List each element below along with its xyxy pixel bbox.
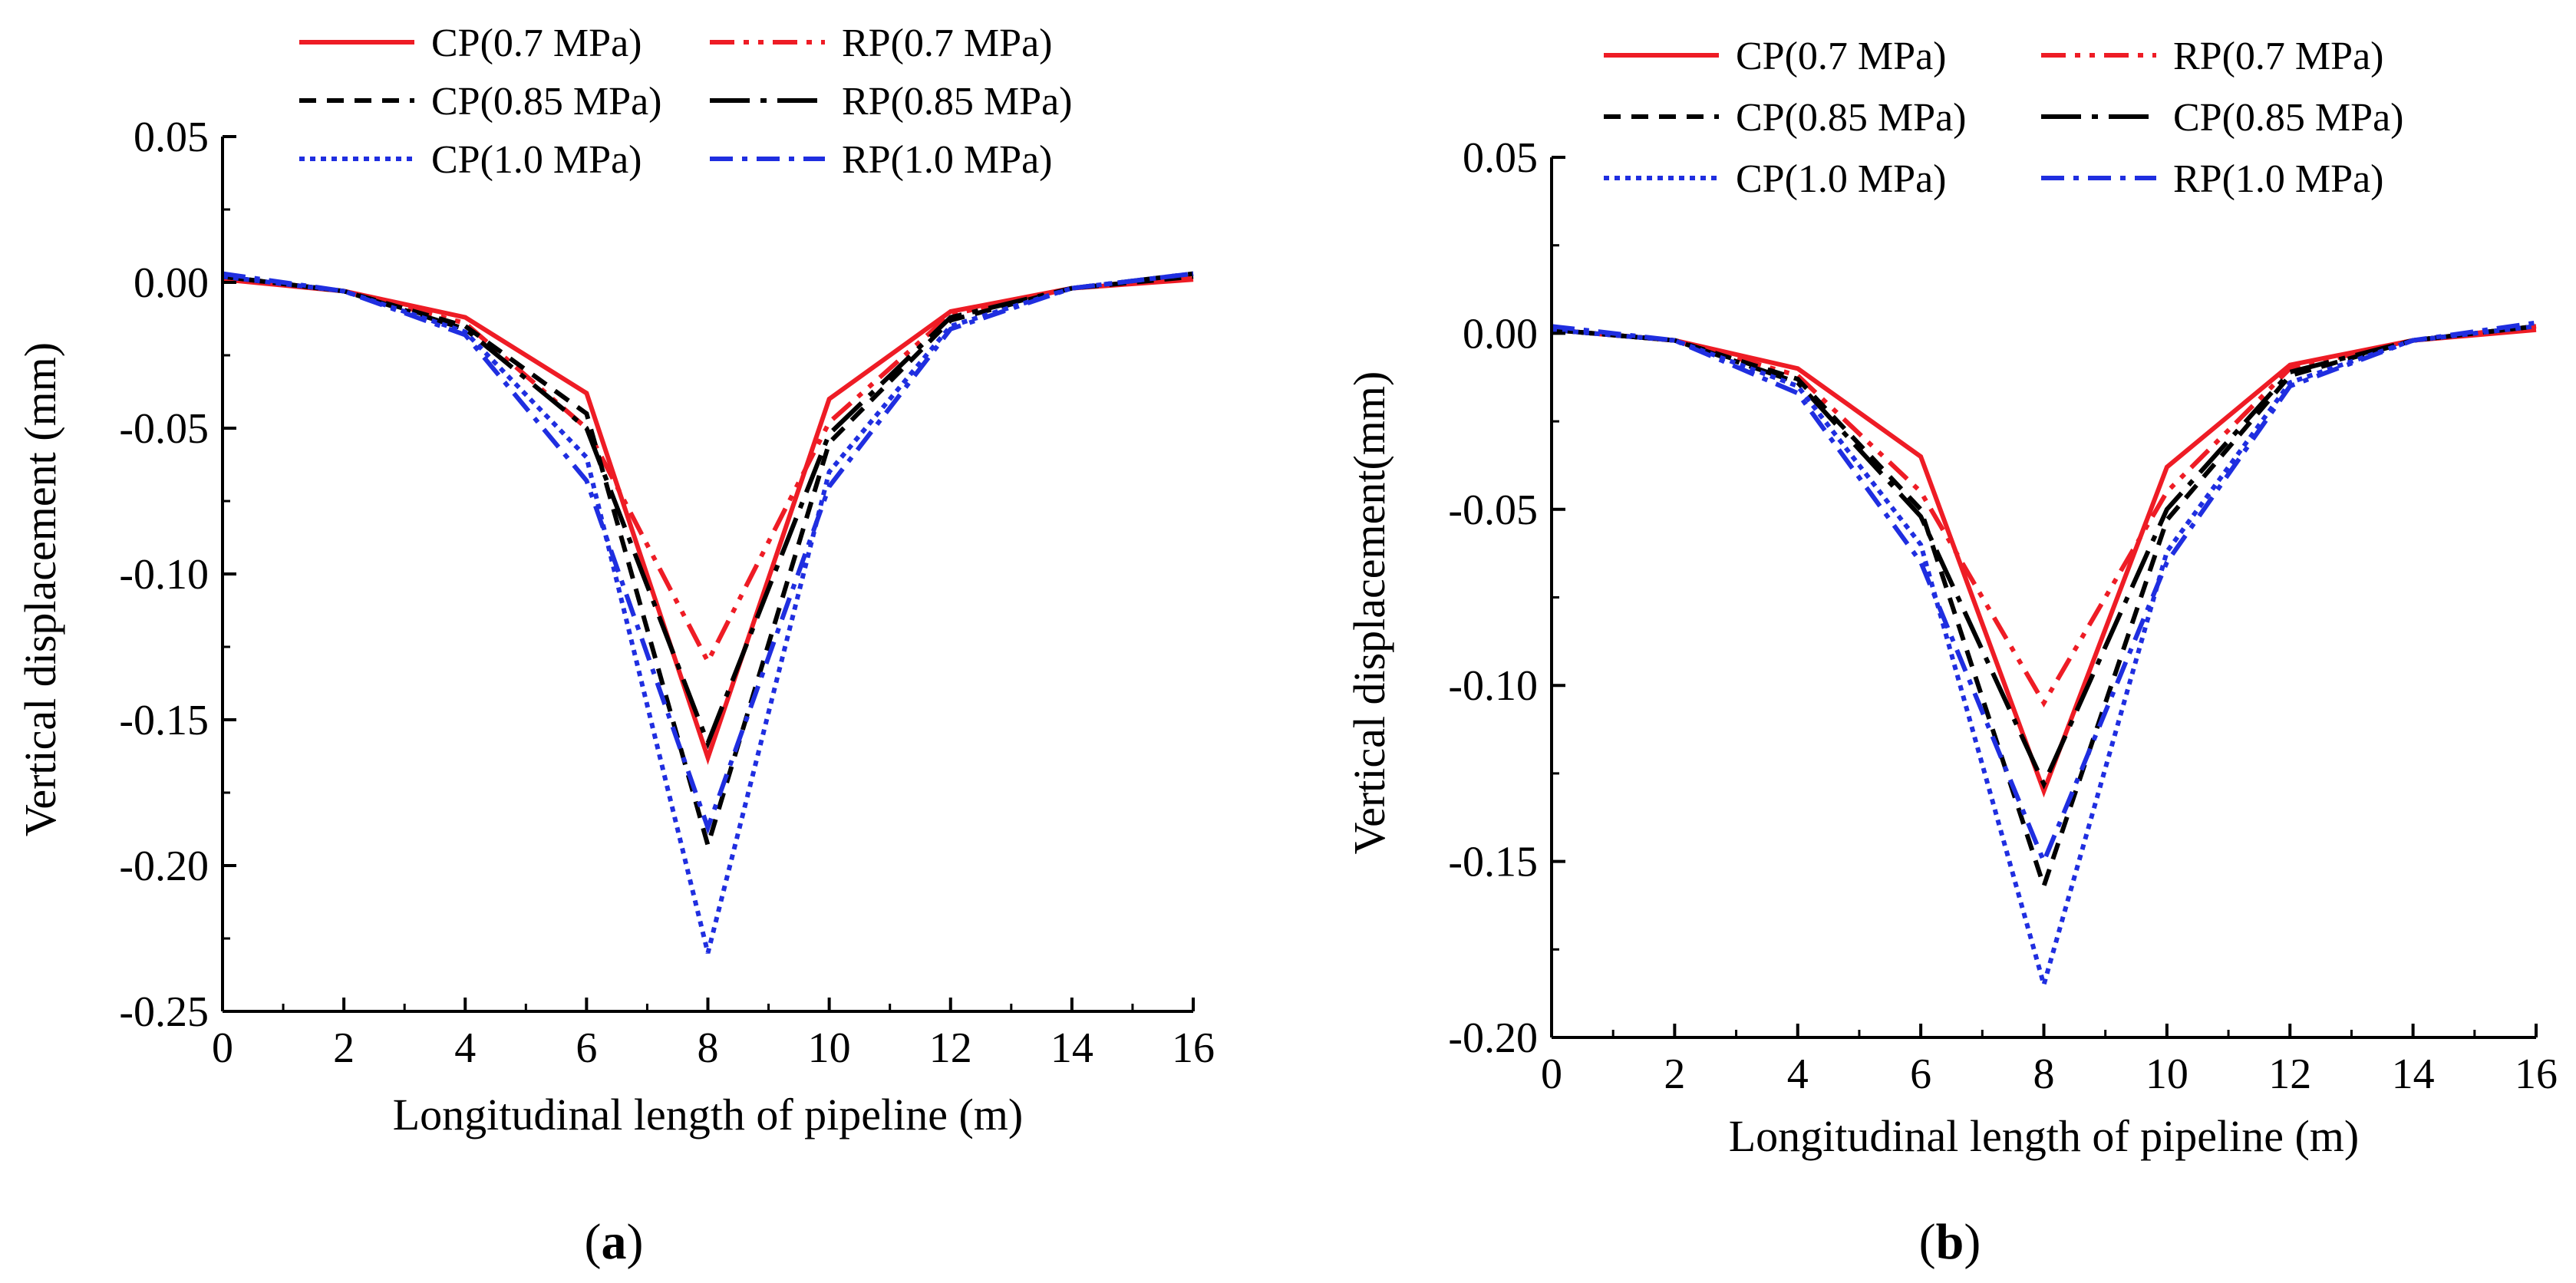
y-tick-label: -0.10 <box>119 551 209 599</box>
y-tick-label: 0.00 <box>1463 310 1538 358</box>
series-line-5 <box>1551 320 2537 868</box>
legend-label-3: CP(0.85 MPa) <box>2173 96 2403 140</box>
y-tick-label: -0.15 <box>1448 839 1538 886</box>
x-tick-label: 8 <box>2033 1050 2055 1098</box>
x-tick-label: 12 <box>929 1024 972 1072</box>
y-tick-label: 0.05 <box>134 114 209 161</box>
x-tick-label: 2 <box>333 1024 355 1072</box>
legend-label-2: CP(0.85 MPa) <box>431 80 661 124</box>
x-axis-title: Longitudinal length of pipeline (m) <box>1729 1111 2360 1161</box>
legend: CP(0.7 MPa) RP(0.7 MPa) CP(0.85 MPa) RP(0.8… <box>299 21 1072 182</box>
x-tick-label: 0 <box>1541 1050 1562 1098</box>
legend-label-3: RP(0.85 MPa) <box>842 80 1072 124</box>
chart-panel-b: 0 2 4 6 8 10 12 14 16 0.05 0.00 -0.05 -0.10 -0.15 -0.2… <box>1344 35 2558 1270</box>
y-tick-label: -0.20 <box>1448 1014 1538 1062</box>
legend-label-5: RP(1.0 MPa) <box>842 138 1052 182</box>
legend-label-2: CP(0.85 MPa) <box>1736 96 1966 140</box>
x-tick-label: 4 <box>454 1024 476 1072</box>
x-tick-label: 16 <box>2515 1050 2558 1098</box>
chart-panel-a: 0 2 4 6 8 10 12 14 16 0.05 0.00 -0.05 -0.10 -0.15 -0.2… <box>15 21 1215 1270</box>
series-line-5 <box>222 271 1194 835</box>
x-tick-label: 12 <box>2268 1050 2311 1098</box>
y-tick-label: 0.00 <box>134 259 209 307</box>
y-tick-label: -0.20 <box>119 843 209 890</box>
x-tick-label: 6 <box>1910 1050 1931 1098</box>
legend-label-0: CP(0.7 MPa) <box>431 21 642 65</box>
series-line-4 <box>222 271 1194 954</box>
y-tick-label: -0.05 <box>119 405 209 453</box>
panel-caption: (a) <box>585 1214 644 1270</box>
legend: CP(0.7 MPa) RP(0.7 MPa) CP(0.85 MPa) CP(0.8… <box>1604 35 2403 201</box>
y-tick-label: -0.10 <box>1448 662 1538 710</box>
series-line-2 <box>222 274 1194 854</box>
legend-label-4: CP(1.0 MPa) <box>431 138 642 182</box>
x-tick-label: 10 <box>808 1024 851 1072</box>
series-line-3 <box>1551 324 2537 790</box>
x-tick-label: 0 <box>212 1024 233 1072</box>
x-tick-label: 14 <box>2392 1050 2435 1098</box>
y-tick-label: -0.15 <box>119 697 209 744</box>
x-tick-label: 10 <box>2146 1050 2188 1098</box>
x-tick-label: 14 <box>1051 1024 1093 1072</box>
legend-label-0: CP(0.7 MPa) <box>1736 35 1946 78</box>
legend-label-4: CP(1.0 MPa) <box>1736 157 1946 201</box>
x-tick-label: 16 <box>1172 1024 1215 1072</box>
y-tick-label: -0.25 <box>119 988 209 1036</box>
x-tick-label: 4 <box>1787 1050 1809 1098</box>
x-tick-label: 8 <box>698 1024 719 1072</box>
y-axis-title: Vertical displacement(mm) <box>1344 371 1394 855</box>
x-tick-label: 2 <box>1664 1050 1685 1098</box>
legend-label-1: RP(0.7 MPa) <box>842 21 1052 65</box>
legend-label-5: RP(1.0 MPa) <box>2173 157 2383 201</box>
y-tick-label: 0.05 <box>1463 134 1538 182</box>
x-tick-label: 6 <box>576 1024 597 1072</box>
legend-label-1: RP(0.7 MPa) <box>2173 35 2383 78</box>
x-axis-title: Longitudinal length of pipeline (m) <box>393 1090 1024 1140</box>
panel-caption: (b) <box>1919 1214 1981 1270</box>
y-tick-label: -0.05 <box>1448 486 1538 534</box>
y-axis-title: Vertical displacement (mm) <box>15 342 65 836</box>
